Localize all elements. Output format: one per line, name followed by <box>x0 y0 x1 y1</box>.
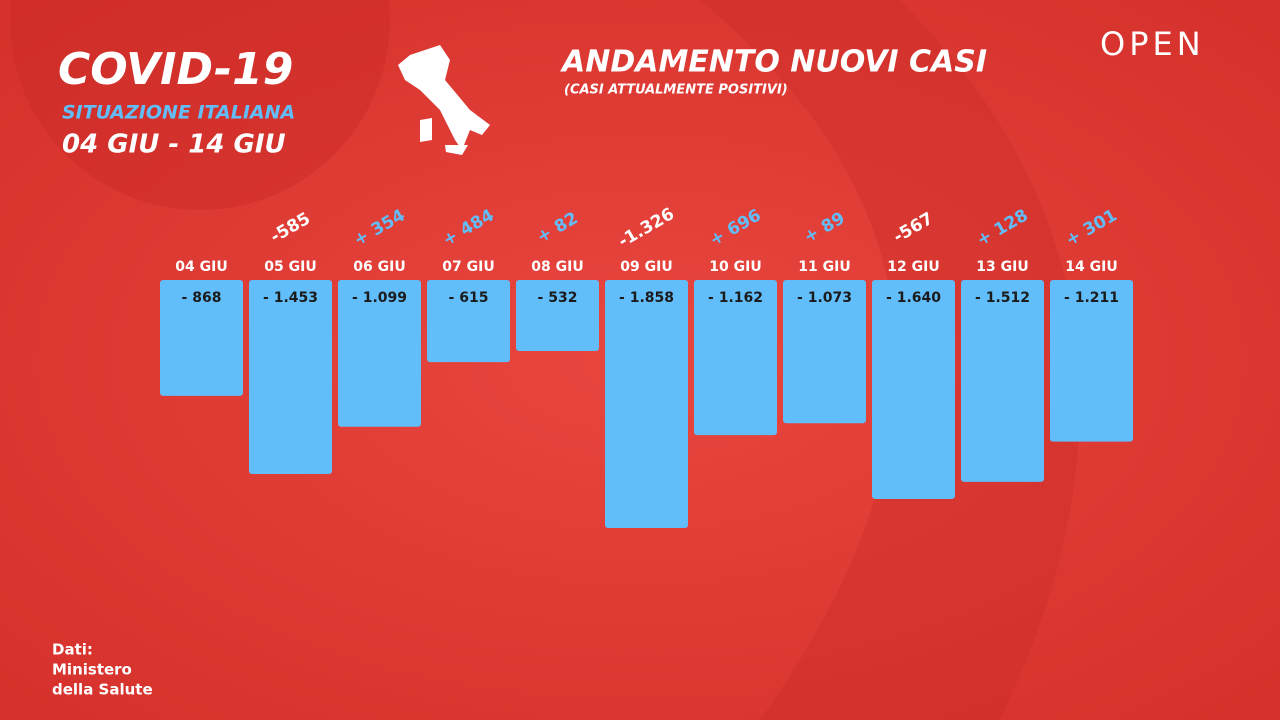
header-title: COVID-19 <box>58 44 293 95</box>
source: Dati: <box>52 641 93 659</box>
value-label: - 1.453 <box>263 290 318 306</box>
bar <box>694 280 777 436</box>
italy-map <box>398 45 490 155</box>
value-label: - 1.211 <box>1064 290 1119 306</box>
chart-title: ANDAMENTO NUOVI CASI <box>560 45 987 80</box>
header-period: 04 GIU - 14 GIU <box>62 130 286 160</box>
bar <box>160 280 243 396</box>
value-label: - 1.640 <box>886 290 941 306</box>
value-label: - 1.512 <box>975 290 1030 306</box>
bar <box>961 280 1044 482</box>
category-label: 05 GIU <box>264 259 316 275</box>
bar <box>872 280 955 499</box>
source: Ministero <box>52 661 132 679</box>
value-label: - 1.162 <box>708 290 763 306</box>
value-label: - 868 <box>182 290 222 306</box>
decoration <box>10 0 390 210</box>
value-label: - 1.073 <box>797 290 852 306</box>
bar <box>1050 280 1133 442</box>
header-subtitle: SITUAZIONE ITALIANA <box>62 102 295 124</box>
value-label: - 1.858 <box>619 290 674 306</box>
value-label: - 532 <box>538 290 578 306</box>
decoration <box>700 0 1080 720</box>
category-label: 13 GIU <box>976 259 1028 275</box>
bar <box>783 280 866 424</box>
category-label: 04 GIU <box>175 259 227 275</box>
category-label: 06 GIU <box>353 259 405 275</box>
bar <box>605 280 688 529</box>
category-label: 10 GIU <box>709 259 761 275</box>
chart-subtitle: (CASI ATTUALMENTE POSITIVI) <box>564 83 788 98</box>
category-label: 09 GIU <box>620 259 672 275</box>
category-label: 14 GIU <box>1065 259 1117 275</box>
category-label: 11 GIU <box>798 259 850 275</box>
source: della Salute <box>52 681 153 699</box>
value-label: - 1.099 <box>352 290 407 306</box>
bar <box>338 280 421 427</box>
logo: OPEN <box>1100 25 1205 63</box>
category-label: 08 GIU <box>531 259 583 275</box>
bar <box>249 280 332 474</box>
category-label: 12 GIU <box>887 259 939 275</box>
bar <box>516 280 599 352</box>
value-label: - 615 <box>449 290 489 306</box>
category-label: 07 GIU <box>442 259 494 275</box>
bar <box>427 280 510 363</box>
